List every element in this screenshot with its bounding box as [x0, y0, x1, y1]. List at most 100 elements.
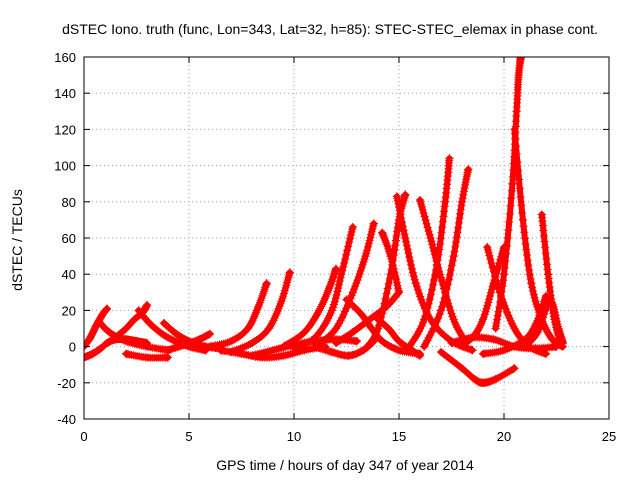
data-point	[348, 328, 357, 337]
data-point	[468, 333, 477, 342]
data-point	[437, 348, 445, 357]
data-point	[489, 335, 498, 344]
data-point	[420, 342, 429, 351]
data-point	[437, 306, 445, 315]
data-point	[374, 324, 382, 333]
data-point	[395, 288, 403, 297]
data-point	[420, 315, 429, 324]
data-point	[338, 266, 347, 275]
data-point	[491, 324, 500, 333]
data-point	[392, 192, 401, 201]
data-point	[262, 279, 271, 288]
data-point	[332, 338, 340, 347]
data-point	[445, 154, 454, 163]
data-point	[548, 335, 557, 344]
data-point	[500, 270, 508, 279]
x-tick-label: 20	[497, 429, 511, 444]
data-point	[516, 57, 525, 61]
data-point	[327, 348, 336, 357]
data-series	[420, 165, 473, 351]
data-point	[537, 210, 546, 219]
data-point	[84, 353, 88, 362]
data-point	[96, 344, 105, 353]
data-point	[103, 304, 112, 313]
data-point	[510, 364, 519, 373]
y-tick-label: 100	[54, 159, 76, 174]
data-point	[285, 268, 294, 277]
data-point	[159, 319, 168, 328]
data-point	[479, 349, 487, 358]
data-point	[227, 337, 235, 346]
data-point	[468, 346, 477, 355]
data-point	[521, 335, 529, 344]
x-axis-label: GPS time / hours of day 347 of year 2014	[216, 457, 474, 473]
y-tick-label: 140	[54, 86, 76, 101]
data-point	[269, 346, 277, 355]
data-point	[130, 315, 139, 324]
y-tick-label: 20	[62, 303, 76, 318]
data-point	[332, 324, 340, 333]
data-point	[527, 279, 536, 288]
data-series	[447, 333, 561, 353]
series-layer	[84, 57, 567, 387]
data-point	[378, 337, 387, 346]
data-point	[378, 228, 387, 237]
data-point	[479, 378, 487, 387]
data-point	[510, 324, 519, 333]
y-tick-label: 60	[62, 231, 76, 246]
data-series	[164, 329, 214, 355]
data-series	[437, 348, 519, 387]
data-point	[290, 344, 298, 353]
data-point	[344, 351, 353, 360]
data-point	[510, 342, 519, 351]
data-series	[378, 228, 403, 297]
data-point	[510, 125, 519, 134]
data-point	[105, 328, 114, 337]
data-point	[411, 279, 420, 288]
data-point	[407, 346, 416, 355]
x-tick-label: 15	[392, 429, 406, 444]
data-point	[363, 342, 372, 351]
data-point	[164, 346, 172, 355]
data-point	[248, 338, 256, 347]
data-point	[300, 346, 309, 355]
data-point	[122, 324, 130, 333]
ticks: 0 5 10 15 20 25 -40 -20 0 20 40 60 80 100 120 140 160	[54, 50, 616, 444]
data-point	[206, 342, 214, 351]
data-series	[111, 300, 151, 342]
data-point	[172, 329, 181, 338]
data-point	[237, 349, 246, 358]
data-point	[143, 353, 151, 362]
data-point	[134, 306, 143, 315]
data-point	[558, 338, 567, 347]
y-tick-label: 40	[62, 267, 76, 282]
y-axis-label: dSTEC / TECUs	[9, 189, 25, 291]
data-point	[143, 300, 151, 309]
data-point	[369, 219, 378, 228]
data-point	[401, 190, 410, 199]
y-tick-label: -20	[57, 376, 76, 391]
data-point	[195, 335, 204, 344]
data-point	[483, 243, 492, 252]
data-point	[300, 328, 309, 337]
x-tick-label: 10	[287, 429, 301, 444]
data-point	[401, 234, 410, 242]
data-point	[122, 349, 130, 358]
data-point	[384, 324, 393, 333]
data-series	[332, 288, 403, 347]
data-point	[98, 310, 107, 319]
y-tick-label: 80	[62, 195, 76, 210]
data-point	[441, 197, 450, 206]
data-point	[464, 165, 473, 174]
data-point	[311, 333, 319, 342]
data-point	[437, 273, 445, 282]
x-tick-label: 0	[80, 429, 87, 444]
data-point	[470, 375, 479, 384]
data-point	[264, 324, 273, 333]
data-point	[315, 306, 324, 315]
data-point	[359, 346, 368, 355]
data-point	[180, 340, 189, 349]
data-point	[279, 342, 288, 351]
data-point	[458, 197, 466, 206]
